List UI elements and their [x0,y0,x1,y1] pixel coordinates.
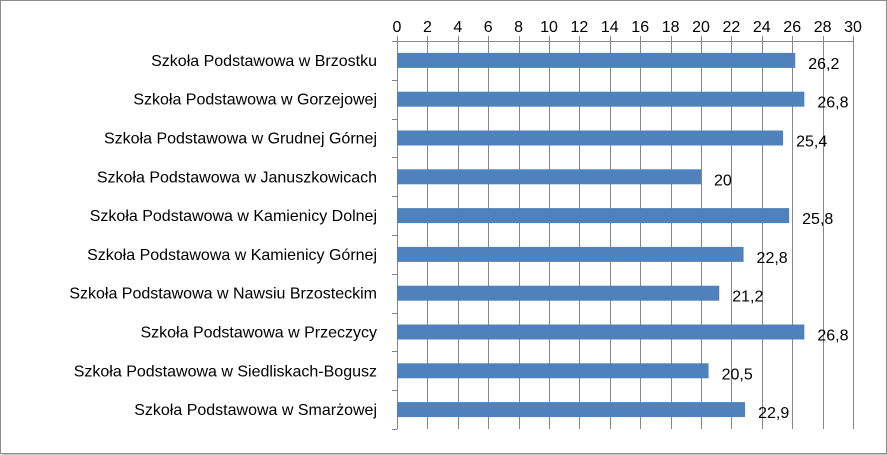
x-tick-label: 18 [662,19,680,36]
bar [397,402,746,418]
bar [397,285,720,301]
data-label: 26,2 [808,56,839,73]
category-label: Szkoła Podstawowa w Januszkowicach [97,169,377,186]
x-tick-label: 14 [601,19,619,36]
data-label: 22,9 [758,405,789,422]
x-tick-label: 10 [540,19,558,36]
x-tick-label: 30 [844,19,862,36]
x-tick-label: 24 [753,19,771,36]
data-label: 21,2 [732,289,763,306]
x-tick-label: 28 [814,19,832,36]
x-tick-label: 0 [393,19,402,36]
bar [397,246,744,262]
x-tick-label: 20 [692,19,710,36]
data-label: 26,8 [817,328,848,345]
x-tick-label: 6 [484,19,493,36]
data-label: 26,8 [817,95,848,112]
bar [397,130,784,146]
category-label: Szkoła Podstawowa w Kamienicy Górnej [87,247,377,264]
x-tick-label: 8 [514,19,523,36]
x-tick-label: 4 [453,19,462,36]
category-label: Szkoła Podstawowa w Przeczycy [140,325,377,342]
data-label: 25,4 [796,134,827,151]
x-tick-label: 16 [631,19,649,36]
bar [397,91,805,107]
category-labels: Szkoła Podstawowa w Brzostku Szkoła Podst… [69,53,377,419]
category-label: Szkoła Podstawowa w Smarżowej [134,402,377,419]
category-label: Szkoła Podstawowa w Brzostku [151,53,377,70]
x-tick-label: 12 [571,19,589,36]
bar [397,169,701,185]
bar [397,324,805,340]
bars [397,52,805,418]
x-tick-label: 2 [423,19,432,36]
category-label: Szkoła Podstawowa w Siedliskach-Bogusz [74,363,377,380]
bar [397,52,796,68]
x-tick-label: 26 [783,19,801,36]
category-label: Szkoła Podstawowa w Grudnej Górnej [104,131,377,148]
x-tick-labels: 0 2 4 6 8 10 12 14 16 18 20 22 24 26 28 30 [393,19,862,36]
bar [397,208,790,224]
data-label: 22,8 [757,250,788,267]
category-label: Szkoła Podstawowa w Kamienicy Dolnej [90,208,377,225]
category-label: Szkoła Podstawowa w Gorzejowej [133,92,377,109]
data-label: 20 [714,172,732,189]
category-label: Szkoła Podstawowa w Nawsiu Brzosteckim [69,286,377,303]
bar [397,363,709,379]
x-tick-label: 22 [723,19,741,36]
data-label: 25,8 [802,211,833,228]
data-labels: 26,2 26,8 25,4 20 25,8 22,8 21,2 26,8 20,5 22,9 [714,56,849,422]
data-label: 20,5 [722,366,753,383]
